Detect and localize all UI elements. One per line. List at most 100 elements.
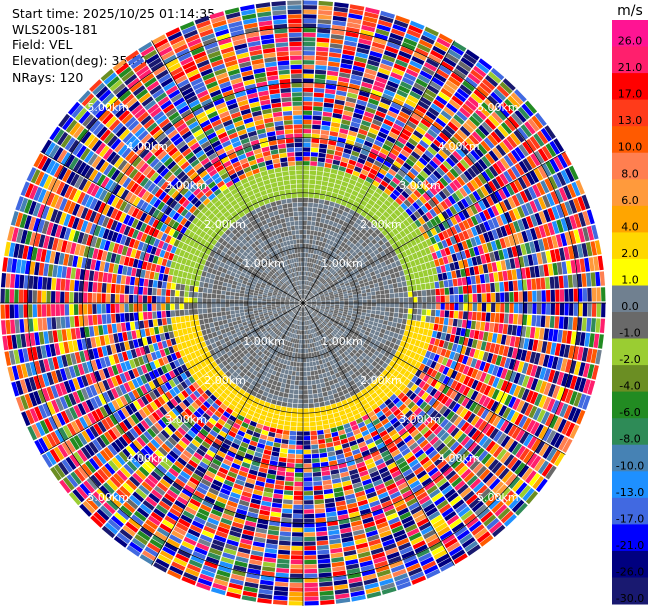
velocity-cell <box>293 491 303 496</box>
velocity-cell <box>467 96 480 108</box>
velocity-cell <box>398 287 403 293</box>
velocity-cell <box>304 491 314 496</box>
velocity-cell <box>338 219 344 226</box>
velocity-cell <box>304 294 307 299</box>
velocity-cell <box>313 106 323 112</box>
velocity-cell <box>351 232 358 239</box>
velocity-cell <box>272 380 278 386</box>
velocity-cell <box>362 299 367 303</box>
velocity-cell <box>337 257 343 262</box>
velocity-cell <box>355 103 366 111</box>
velocity-cell <box>440 295 445 303</box>
velocity-cell <box>308 198 314 203</box>
velocity-cell <box>329 201 335 207</box>
velocity-cell <box>290 559 303 565</box>
velocity-cell <box>266 382 272 389</box>
velocity-cell <box>292 527 303 533</box>
velocity-cell <box>310 282 314 287</box>
velocity-cell <box>380 307 386 312</box>
velocity-cell <box>476 312 482 321</box>
velocity-cell <box>346 213 353 220</box>
velocity-cell <box>327 272 332 277</box>
velocity-cell <box>318 439 326 444</box>
velocity-cell <box>375 199 384 207</box>
velocity-cell <box>552 329 559 342</box>
velocity-cell <box>304 280 306 285</box>
velocity-cell <box>408 116 420 126</box>
velocity-cell <box>343 237 349 244</box>
velocity-cell <box>420 283 426 290</box>
velocity-cell <box>430 282 435 289</box>
velocity-cell <box>370 195 378 203</box>
nrays-label: NRays: 120 <box>12 70 84 85</box>
velocity-cell <box>268 525 280 531</box>
velocity-cell <box>361 293 367 297</box>
velocity-cell <box>308 286 311 291</box>
velocity-cell <box>307 281 310 286</box>
velocity-cell <box>270 384 276 390</box>
velocity-cell <box>319 452 328 458</box>
velocity-cell <box>340 225 346 232</box>
velocity-cell <box>276 475 285 481</box>
velocity-cell <box>408 308 413 314</box>
velocity-cell <box>591 303 597 317</box>
velocity-cell <box>307 385 313 390</box>
velocity-cell <box>315 513 326 518</box>
velocity-cell <box>446 271 453 280</box>
velocity-cell <box>321 185 328 191</box>
velocity-cell <box>388 284 394 289</box>
velocity-cell <box>532 303 537 314</box>
velocity-cell <box>396 115 408 124</box>
velocity-cell <box>364 68 377 76</box>
velocity-cell <box>288 370 293 376</box>
velocity-cell <box>373 203 381 210</box>
velocity-cell <box>304 330 307 335</box>
velocity-cell <box>398 111 410 120</box>
velocity-cell <box>337 209 344 215</box>
velocity-cell <box>346 92 358 99</box>
velocity-cell <box>458 311 463 319</box>
velocity-cell <box>418 157 428 166</box>
velocity-cell <box>316 33 330 38</box>
velocity-cell <box>312 263 316 268</box>
velocity-cell <box>321 252 325 257</box>
velocity-cell <box>367 306 372 310</box>
velocity-cell <box>312 207 318 213</box>
velocity-cell <box>458 286 463 294</box>
velocity-cell <box>311 283 315 287</box>
velocity-cell <box>291 541 303 546</box>
velocity-cell <box>353 186 361 193</box>
velocity-cell <box>438 64 452 76</box>
velocity-cell <box>323 204 329 210</box>
velocity-cell <box>440 303 445 310</box>
velocity-cell <box>389 307 395 313</box>
velocity-cell <box>376 298 381 303</box>
velocity-cell <box>322 247 327 253</box>
velocity-cell <box>430 49 444 60</box>
velocity-cell <box>401 178 410 187</box>
velocity-cell <box>433 72 447 83</box>
velocity-cell <box>421 66 435 76</box>
velocity-cell <box>351 117 362 124</box>
velocity-cell <box>313 278 317 284</box>
velocity-cell <box>339 204 346 211</box>
velocity-cell <box>304 486 313 491</box>
velocity-cell <box>314 374 320 380</box>
velocity-cell <box>298 399 303 404</box>
velocity-cell <box>303 179 309 184</box>
velocity-cell <box>395 15 410 24</box>
velocity-cell <box>327 70 339 77</box>
velocity-cell <box>323 484 333 490</box>
velocity-cell <box>283 494 293 500</box>
velocity-cell <box>303 468 312 473</box>
velocity-cell <box>334 260 340 266</box>
velocity-cell <box>398 153 408 162</box>
velocity-cell <box>473 89 486 101</box>
velocity-cell <box>455 64 469 76</box>
velocity-cell <box>330 168 338 175</box>
velocity-cell <box>330 216 336 222</box>
velocity-cell <box>317 14 332 20</box>
velocity-cell <box>421 309 427 316</box>
velocity-cell <box>401 318 407 325</box>
